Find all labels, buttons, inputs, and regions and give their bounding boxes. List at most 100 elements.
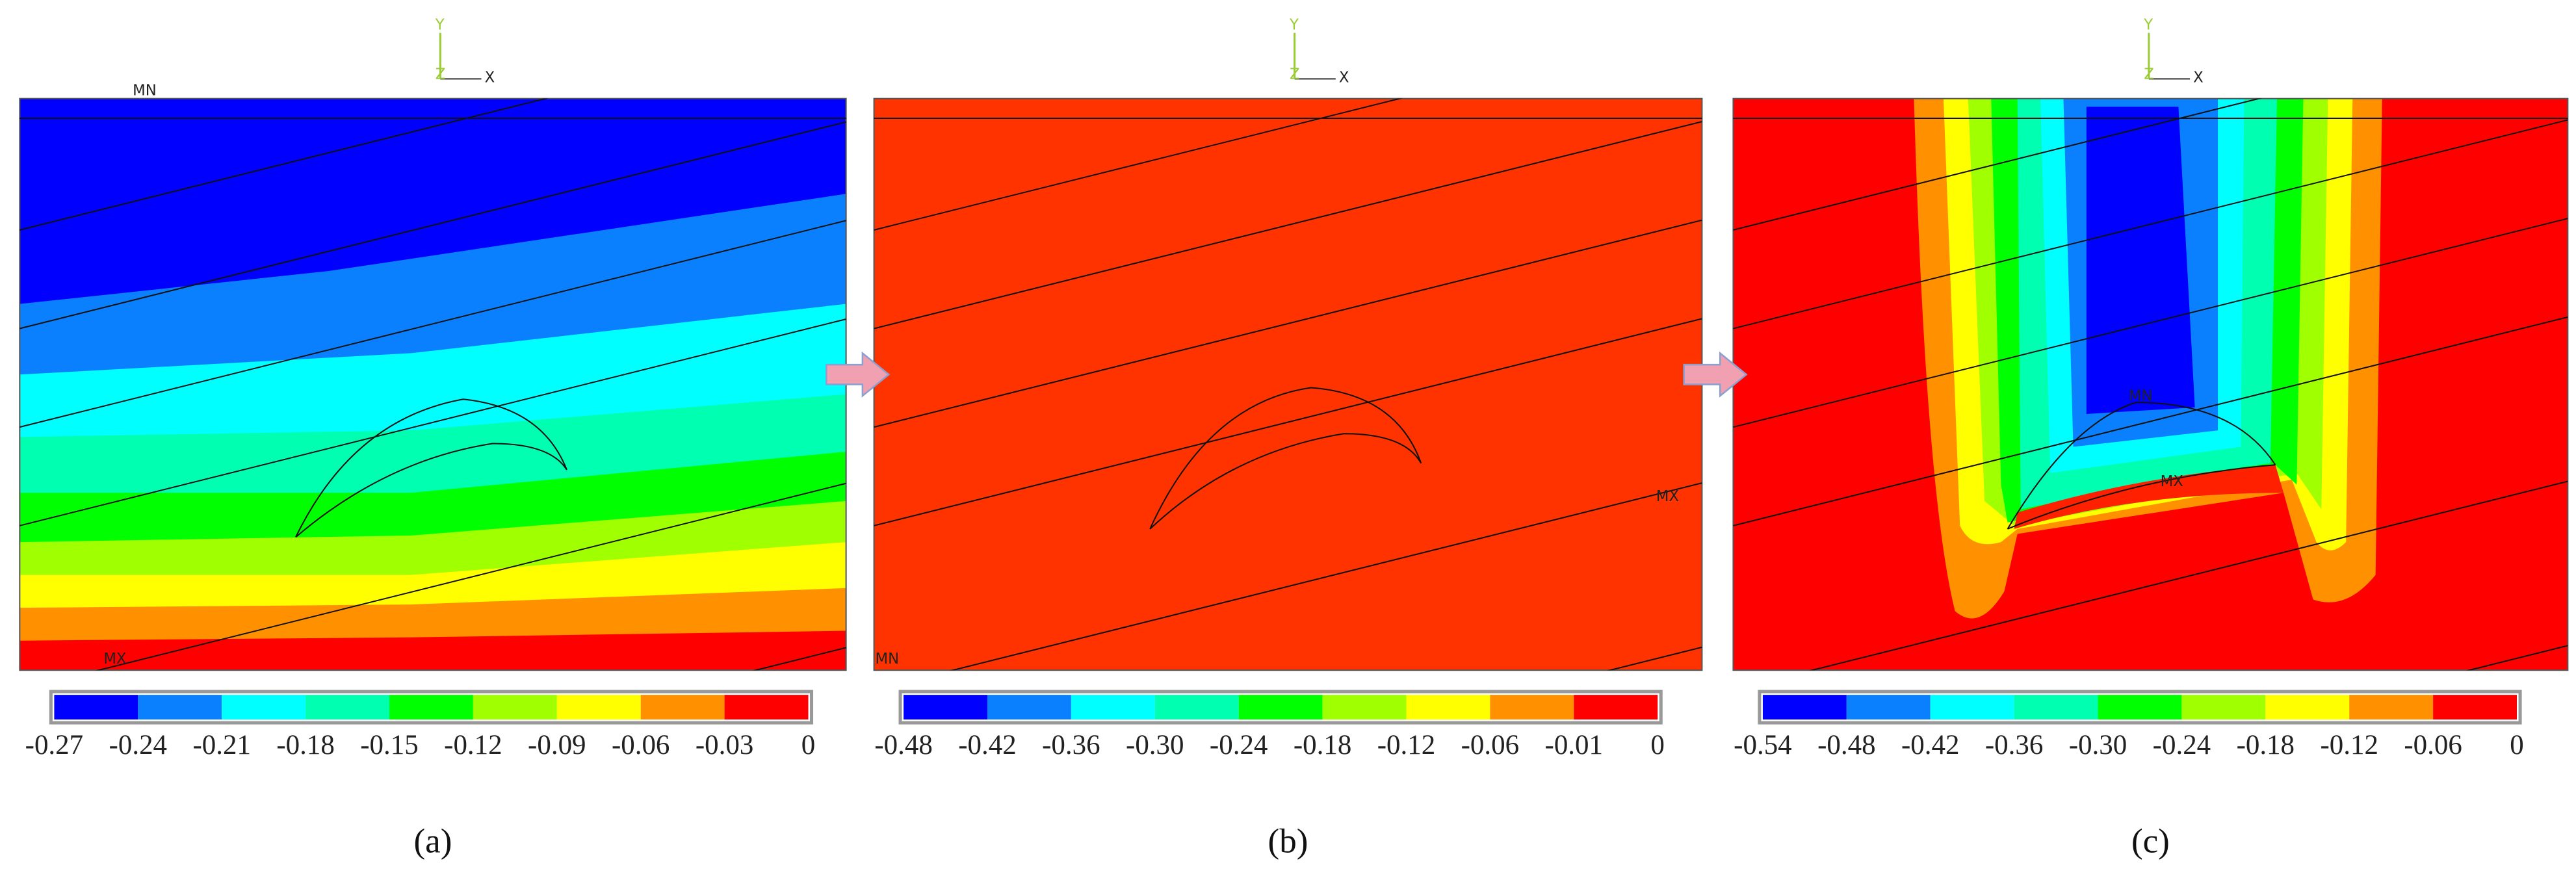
axis-x-label: X — [1339, 69, 1349, 86]
colorbar-tick-label: -0.18 — [2237, 730, 2295, 760]
layer-line — [874, 121, 1702, 330]
overlay: Y Z X MN MX -0.27 -0.24 -0.21 -0.18 -0.15 -0.12 -0.… — [20, 0, 2568, 861]
colorbar-frame — [1758, 690, 2522, 725]
min-marker: MN — [875, 651, 899, 667]
layer-line — [1733, 98, 2262, 231]
colorbar-tick-label: -0.15 — [360, 730, 418, 760]
colorbar-tick-label: -0.48 — [874, 730, 932, 760]
max-marker: MX — [1656, 488, 1679, 505]
axis-y-label: Y — [2143, 17, 2153, 34]
colorbar-tick-label: -0.01 — [1545, 730, 1603, 760]
colorbar-tick-label: -0.30 — [2069, 730, 2127, 760]
axis-z-label: Z — [1290, 66, 1300, 83]
colorbar-tick-label: -0.18 — [1294, 730, 1351, 760]
colorbar-segment — [2265, 695, 2350, 720]
colorbar-tick-label: -0.24 — [1210, 730, 1268, 760]
layer-line — [20, 0, 846, 82]
layer-line — [874, 0, 1702, 82]
layer-line — [20, 220, 846, 428]
colorbar-tick-label: -0.12 — [1377, 730, 1435, 760]
colorbar-tick-label: -0.12 — [2320, 730, 2378, 760]
colorbar-tick-label: -0.09 — [528, 730, 586, 760]
colorbar-segment — [306, 695, 389, 720]
colorbar-frame — [49, 690, 814, 725]
contour-a — [20, 98, 846, 671]
colorbar-segment — [1762, 695, 1847, 720]
colorbar-tick-label: -0.21 — [192, 730, 250, 760]
layer-lines — [874, 0, 1702, 671]
layer-line — [96, 482, 846, 671]
layer-lines — [1733, 98, 2568, 671]
colorbar-segment — [138, 695, 222, 720]
colorbar-segment — [1490, 695, 1574, 720]
colorbar-tick-label: -0.18 — [276, 730, 334, 760]
colorbar-tick-label: -0.03 — [696, 730, 753, 760]
colorbar-segment — [389, 695, 473, 720]
axis-x-label: X — [2193, 69, 2204, 86]
colorbar-segment — [1238, 695, 1323, 720]
layer-line — [874, 98, 1403, 231]
colorbar-segment — [987, 695, 1071, 720]
colorbar-segment — [556, 695, 641, 720]
colorbar-tick-label: -0.12 — [444, 730, 502, 760]
layer-line — [20, 318, 846, 526]
colorbar-tick-label: -0.42 — [958, 730, 1016, 760]
colorbar-tick-label: -0.24 — [109, 730, 167, 760]
axis-z-label: Z — [436, 66, 446, 83]
colorbar-segment — [1071, 695, 1155, 720]
colorbar-tick-label: -0.24 — [2153, 730, 2211, 760]
axis-y-label: Y — [435, 17, 445, 34]
contour-b — [874, 98, 1702, 671]
layer-line — [1733, 316, 2568, 526]
layer-line — [20, 121, 846, 330]
axis-y-label: Y — [1289, 17, 1299, 34]
colorbar-tick-label: -0.48 — [1817, 730, 1875, 760]
colorbar-tick-label: -0.30 — [1126, 730, 1184, 760]
panel-label: (a) — [414, 823, 452, 861]
colorbar-segment — [2181, 695, 2266, 720]
colorbar-tick-label: -0.36 — [1985, 730, 2043, 760]
colorbar-segment — [2014, 695, 2098, 720]
colorbar-segment — [1406, 695, 1490, 720]
colorbar-tick-label: 0 — [2510, 730, 2523, 760]
colorbar-segment — [724, 695, 809, 720]
colorbar-tick-label: -0.06 — [2404, 730, 2462, 760]
arrow — [1683, 351, 1748, 398]
min-marker: MN — [133, 83, 157, 99]
colorbar-segment — [1846, 695, 1931, 720]
axis-z-label: Z — [2144, 66, 2154, 83]
colorbar-tick-label: 0 — [1650, 730, 1664, 760]
layer-lines — [20, 0, 846, 671]
colorbar-frame — [898, 690, 1663, 725]
panel-label: (b) — [1268, 823, 1308, 861]
axis-x-label: X — [485, 69, 495, 86]
colorbar-tick-label: 0 — [801, 730, 815, 760]
colorbar-segment — [473, 695, 557, 720]
colorbar-tick-label: -0.54 — [1734, 730, 1791, 760]
colorbar-tick-label: -0.06 — [1461, 730, 1519, 760]
contour-c — [1733, 98, 2568, 671]
arrow — [826, 351, 891, 398]
min-marker: MN — [2129, 388, 2153, 405]
colorbar-tick-label: -0.06 — [612, 730, 670, 760]
max-marker: MX — [2161, 473, 2183, 490]
layer-line — [874, 219, 1702, 428]
colorbar-tick-label: -0.27 — [25, 730, 83, 760]
colorbar-segment — [640, 695, 725, 720]
layer-line — [20, 98, 549, 231]
layer-line — [1809, 480, 2568, 671]
colorbar-segment — [222, 695, 306, 720]
colorbar-segment — [1574, 695, 1658, 720]
max-marker: MX — [103, 651, 126, 667]
colorbar-segment — [904, 695, 987, 720]
colorbar-tick-label: -0.42 — [1901, 730, 1959, 760]
colorbar-segment — [1322, 695, 1407, 720]
colorbar-segment — [2098, 695, 2182, 720]
colorbar-segment — [1930, 695, 2014, 720]
layer-line — [1733, 218, 2568, 428]
colorbar-tick-label: -0.36 — [1042, 730, 1100, 760]
layer-line — [1733, 119, 2568, 330]
colorbar-segment — [2349, 695, 2434, 720]
